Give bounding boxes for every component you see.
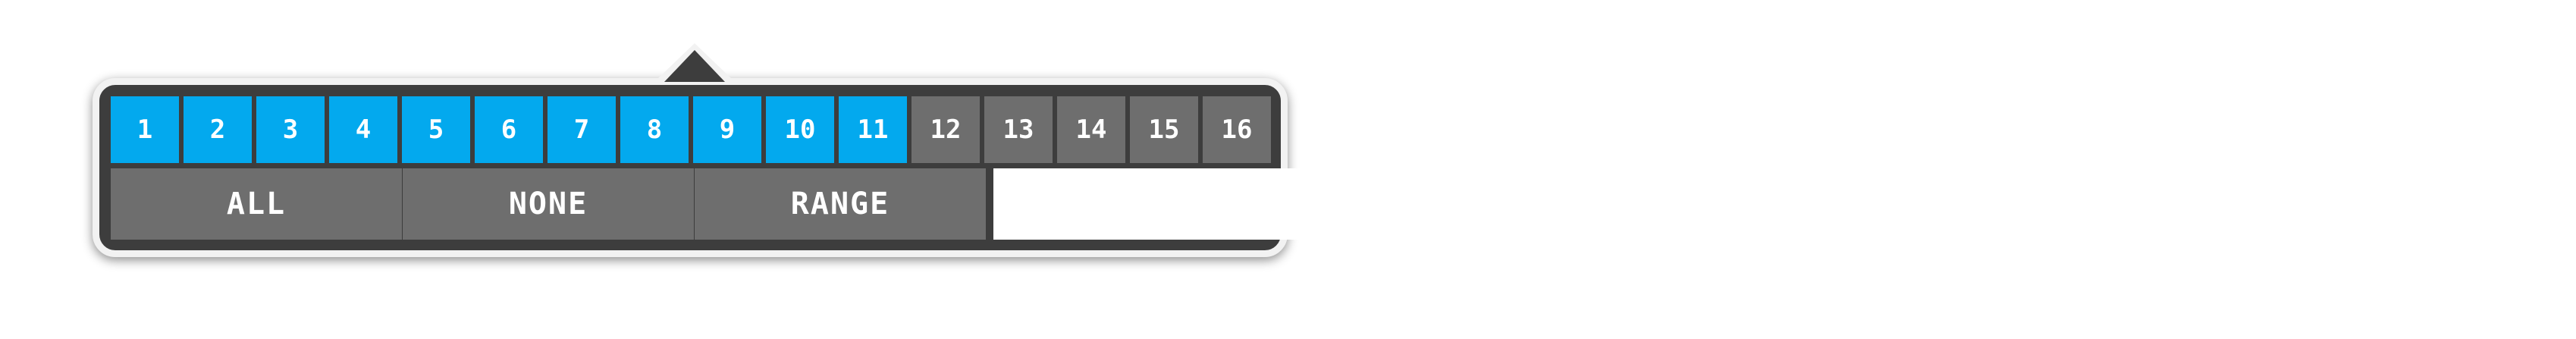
channel-toggle-15[interactable]: 15	[1130, 96, 1198, 163]
range-input[interactable]	[993, 168, 1345, 240]
channel-toggle-3[interactable]: 3	[256, 96, 325, 163]
select-all-button[interactable]: ALL	[111, 168, 402, 240]
channel-toggle-4[interactable]: 4	[329, 96, 397, 163]
select-none-button[interactable]: NONE	[403, 168, 694, 240]
channel-toggle-10[interactable]: 10	[766, 96, 834, 163]
channel-toggle-8[interactable]: 8	[620, 96, 689, 163]
channel-toggle-2[interactable]: 2	[184, 96, 252, 163]
channel-toggle-9[interactable]: 9	[693, 96, 761, 163]
channel-toggle-16[interactable]: 16	[1203, 96, 1271, 163]
channel-toggle-13[interactable]: 13	[984, 96, 1053, 163]
channel-toggle-6[interactable]: 6	[475, 96, 543, 163]
channel-toggle-11[interactable]: 11	[839, 96, 907, 163]
channel-toggle-12[interactable]: 12	[911, 96, 980, 163]
popover-arrow-fill	[664, 50, 725, 82]
channel-toggle-14[interactable]: 14	[1057, 96, 1125, 163]
channel-toggle-row: 1 2 3 4 5 6 7 8 9 10 11 12 13 14 15 16	[111, 96, 1272, 163]
channel-action-row: ALL NONE RANGE	[111, 168, 1345, 240]
channel-toggle-5[interactable]: 5	[402, 96, 470, 163]
range-button[interactable]: RANGE	[695, 168, 986, 240]
channel-toggle-7[interactable]: 7	[548, 96, 616, 163]
channel-toggle-1[interactable]: 1	[111, 96, 179, 163]
